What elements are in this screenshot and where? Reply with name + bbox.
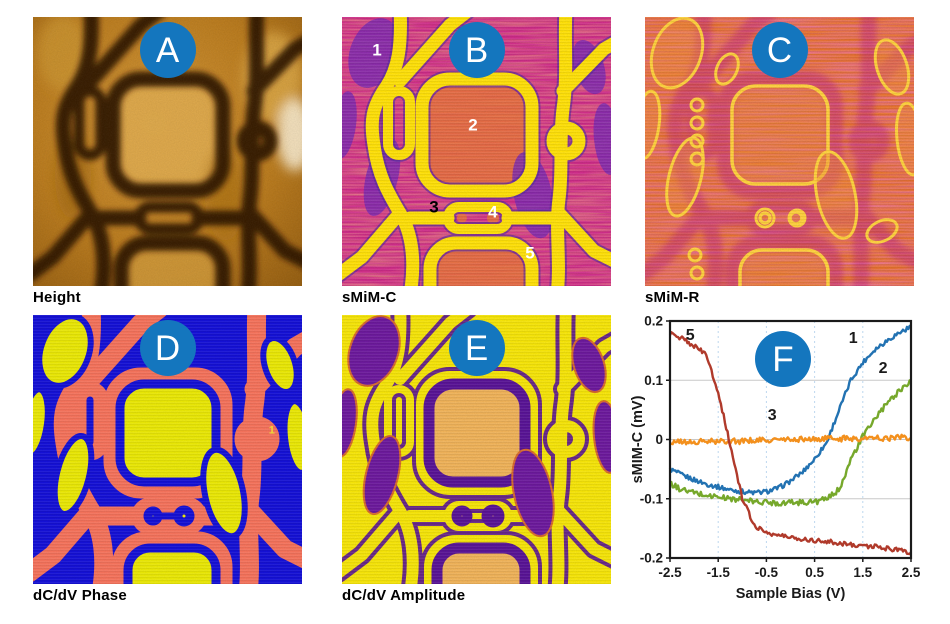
smim-r-graphic — [645, 17, 914, 286]
y-tick-label: 0 — [655, 432, 663, 447]
panel-f-chart: -2.5 -1.5 -0.5 0.5 1.5 2.5 0.2 0.1 0 -0.1 -0.2 Samp… — [630, 310, 950, 614]
dcdv-amplitude-image: E — [342, 315, 611, 584]
curve-label-5: 5 — [686, 327, 695, 344]
x-tick-label: 0.5 — [805, 565, 824, 580]
panel-d-letter: D — [154, 328, 181, 368]
panel-b-letter: B — [464, 30, 489, 70]
curve-3 — [669, 433, 912, 446]
panel-c-smim-r: C sMiM-R — [645, 17, 914, 306]
curve-1 — [668, 324, 912, 496]
x-tick-label: 1.5 — [853, 565, 872, 580]
y-tick-label: 0.2 — [644, 314, 663, 329]
smim-r-image: C — [645, 17, 914, 286]
panel-f-badge: F — [755, 331, 811, 387]
panel-f-letter: F — [772, 339, 794, 379]
y-tick-label: 0.1 — [644, 373, 663, 388]
afm-height-image: A — [33, 17, 302, 286]
panel-d-caption: dC/dV Phase — [33, 587, 127, 604]
panel-d-badge: D — [139, 320, 196, 376]
y-axis-title: sMIM-C (mV) — [630, 395, 646, 483]
curve-2 — [669, 379, 911, 507]
panel-c-letter: C — [766, 30, 793, 70]
panel-b-badge: B — [448, 22, 505, 78]
panel-a-letter: A — [155, 30, 180, 70]
curve-label-1: 1 — [849, 330, 858, 347]
y-tick-label: -0.2 — [640, 551, 663, 566]
curve-label-3: 3 — [768, 407, 777, 424]
panel-e-caption: dC/dV Amplitude — [342, 587, 466, 604]
panel-c-badge: C — [751, 22, 808, 78]
x-tick-label: -0.5 — [755, 565, 779, 580]
x-tick-label: 2.5 — [902, 565, 921, 580]
panel-e-dcdv-amplitude: E dC/dV Amplitude — [342, 315, 611, 604]
panel-b-caption: sMiM-C — [342, 289, 397, 306]
dcdv-phase-image: D 1 — [33, 315, 302, 584]
x-tick-label: -2.5 — [658, 565, 682, 580]
curve-5 — [668, 331, 912, 556]
curve-label-2: 2 — [879, 360, 888, 377]
x-axis-title: Sample Bias (V) — [736, 586, 846, 602]
panel-a-height: A Height — [33, 17, 302, 306]
panel-e-letter: E — [464, 328, 489, 368]
y-tick-label: -0.1 — [640, 491, 664, 506]
panel-a-badge: A — [139, 22, 196, 78]
panel-e-badge: E — [448, 320, 505, 376]
panel-d-dcdv-phase: D 1 dC/dV Phase — [33, 315, 302, 604]
x-tick-label: -1.5 — [707, 565, 731, 580]
panel-a-caption: Height — [33, 289, 81, 306]
panel-c-caption: sMiM-R — [645, 289, 700, 306]
bias-sweep-chart: -2.5 -1.5 -0.5 0.5 1.5 2.5 0.2 0.1 0 -0.1 -0.2 Samp… — [630, 314, 921, 603]
